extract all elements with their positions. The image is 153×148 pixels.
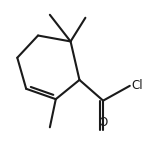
Text: O: O bbox=[99, 116, 108, 130]
Text: Cl: Cl bbox=[131, 79, 143, 92]
